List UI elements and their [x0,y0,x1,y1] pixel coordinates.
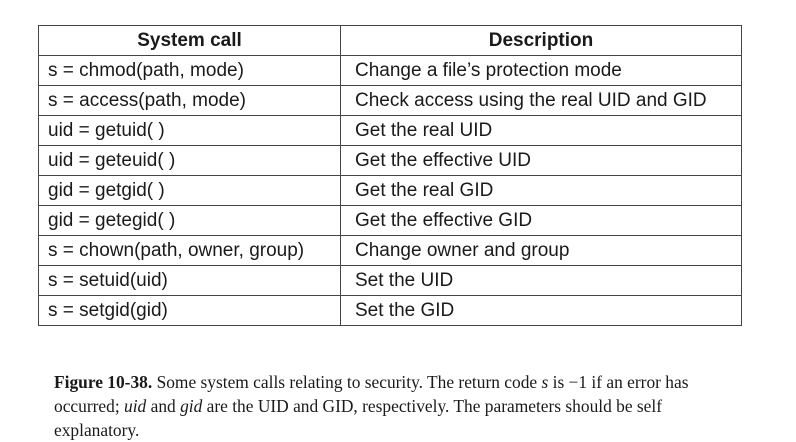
description-cell: Check access using the real UID and GID [340,85,742,116]
system-call-cell: gid = getgid( ) [38,175,341,206]
system-call-cell: s = chown(path, owner, group) [38,235,341,266]
figure-caption: Figure 10-38. Some system calls relating… [54,370,734,442]
return-code-variable: s [541,372,549,393]
header-system-call: System call [38,25,341,56]
caption-text: is −1 if an error has occurred; [54,372,689,417]
system-call-cell: uid = getuid( ) [38,115,341,146]
description-cell: Change owner and group [340,235,742,266]
system-call-cell: s = access(path, mode) [38,85,341,116]
system-call-cell: s = setuid(uid) [38,265,341,296]
table-header-row: System call Description [38,25,742,56]
uid-variable: uid [124,396,147,417]
description-cell: Set the GID [340,295,742,326]
table-row: uid = geteuid( ) Get the effective UID [38,145,742,176]
system-call-cell: gid = getegid( ) [38,205,341,236]
table-row: s = setgid(gid) Set the GID [38,295,742,326]
description-cell: Set the UID [340,265,742,296]
description-cell: Change a file’s protection mode [340,55,742,86]
table-row: uid = getuid( ) Get the real UID [38,115,742,146]
system-call-cell: s = setgid(gid) [38,295,341,326]
description-cell: Get the effective GID [340,205,742,236]
table-row: gid = getegid( ) Get the effective GID [38,205,742,236]
description-cell: Get the real UID [340,115,742,146]
table-row: s = access(path, mode) Check access usin… [38,85,742,116]
table-row: s = chown(path, owner, group) Change own… [38,235,742,266]
table-row: s = chmod(path, mode) Change a file’s pr… [38,55,742,86]
system-call-cell: uid = geteuid( ) [38,145,341,176]
caption-text: are the UID and GID, respectively. The p… [54,396,663,441]
description-cell: Get the effective UID [340,145,742,176]
table-row: gid = getgid( ) Get the real GID [38,175,742,206]
system-calls-table: System call Description s = chmod(path, … [38,25,742,326]
caption-text: and [146,396,181,417]
gid-variable: gid [180,396,203,417]
header-description: Description [340,25,742,56]
system-call-cell: s = chmod(path, mode) [38,55,341,86]
description-cell: Get the real GID [340,175,742,206]
figure-label: Figure 10-38. [54,372,153,393]
table-row: s = setuid(uid) Set the UID [38,265,742,296]
caption-text: Some system calls relating to security. … [152,372,542,393]
